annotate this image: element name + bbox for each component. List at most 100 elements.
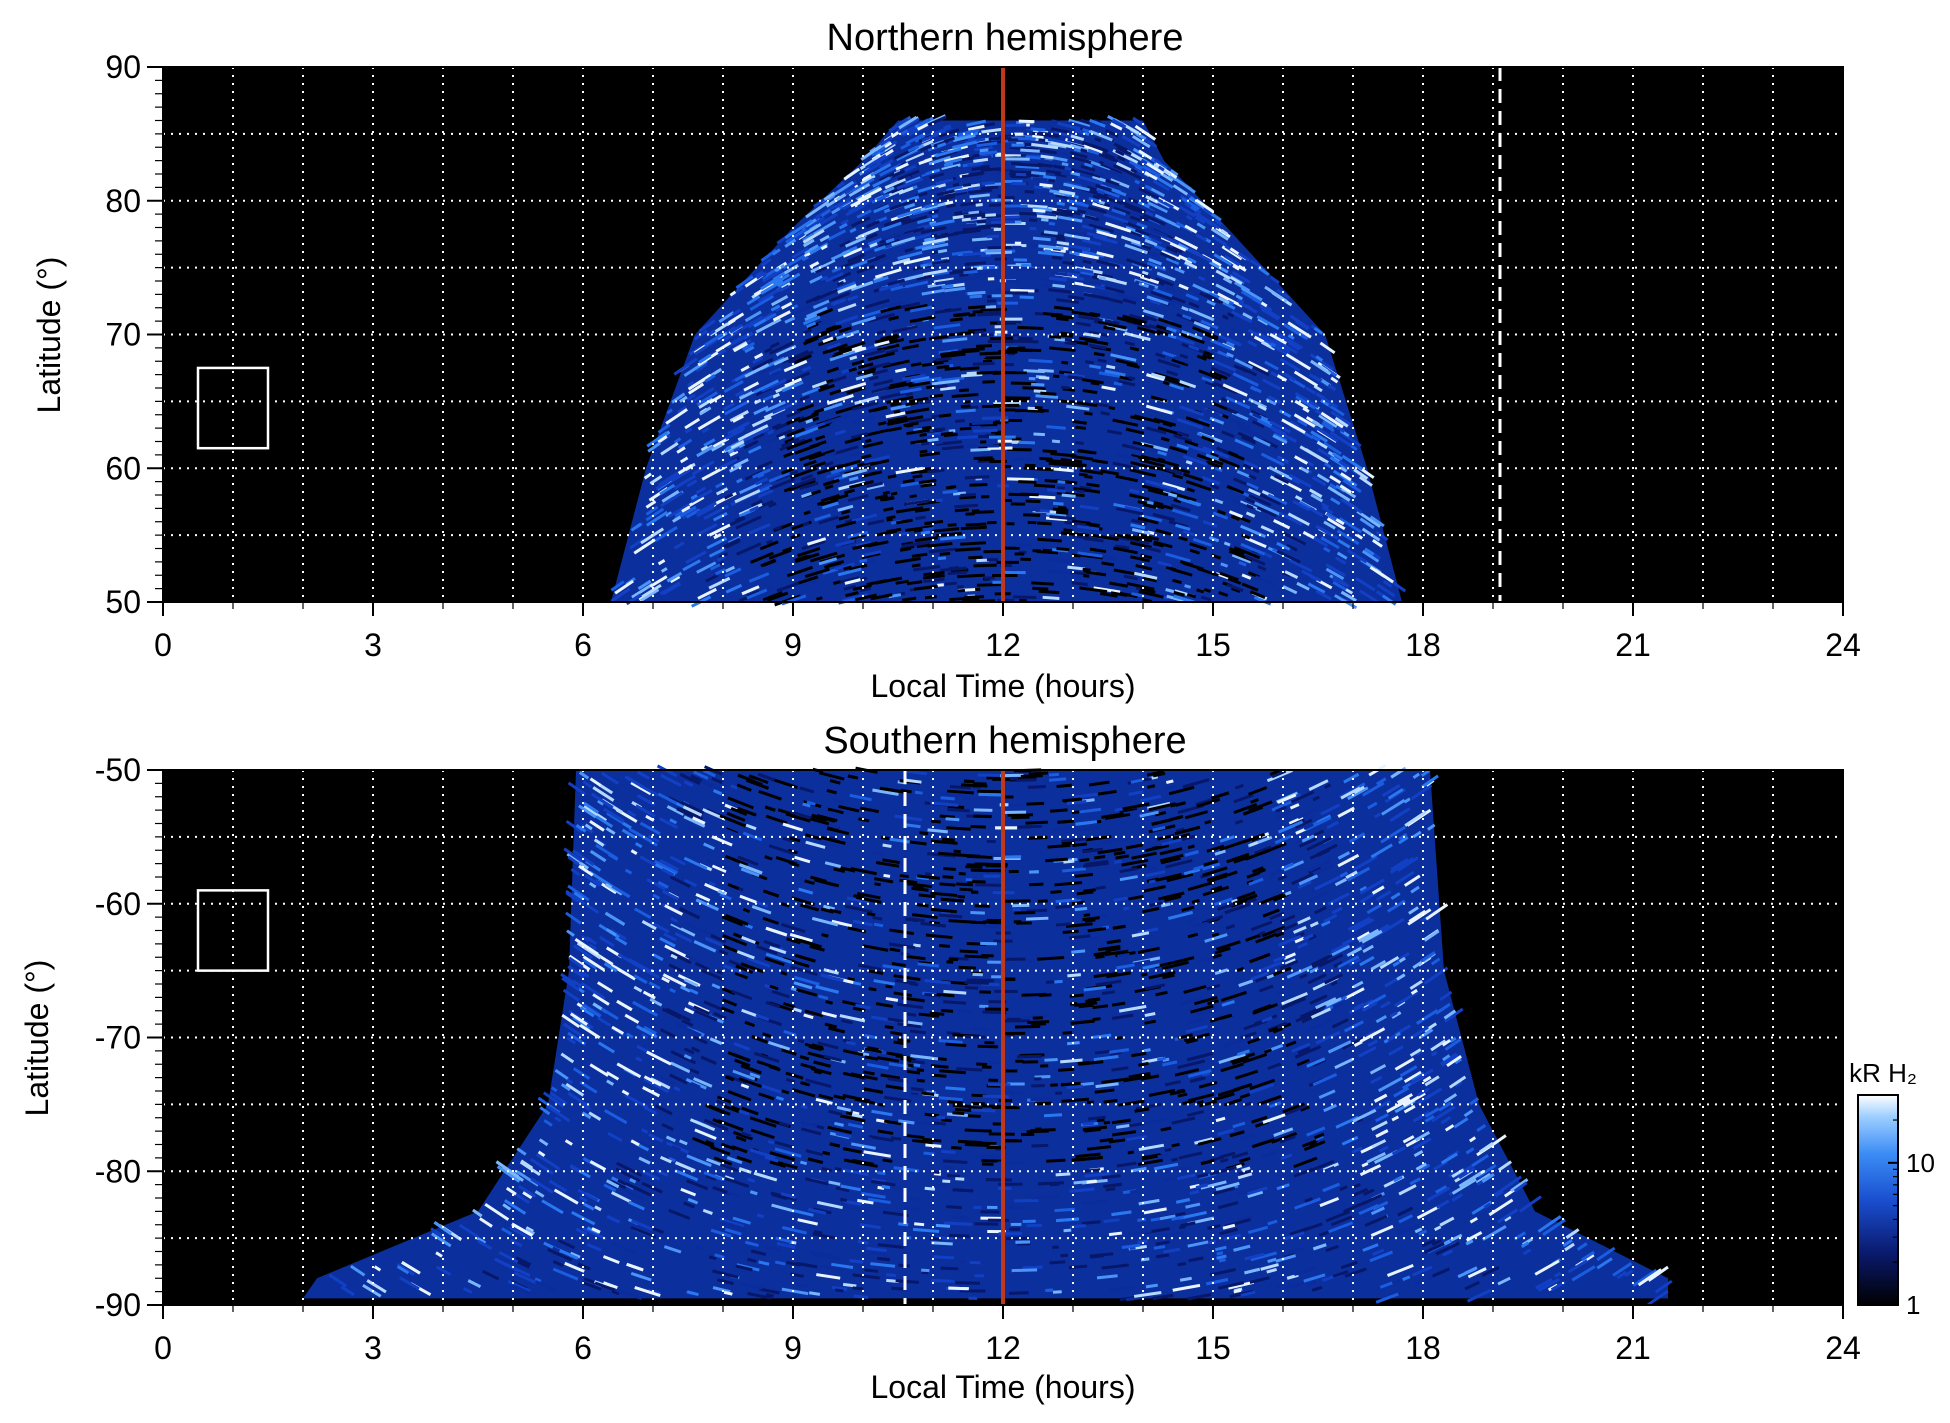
north-emission-streak bbox=[914, 135, 926, 143]
north-emission-streak bbox=[1195, 233, 1208, 242]
north-emission-streak bbox=[1210, 234, 1228, 247]
north-emission-streak bbox=[1253, 595, 1272, 606]
south-emission-streak bbox=[1148, 1088, 1176, 1097]
north-emission-streak bbox=[1143, 315, 1158, 322]
north-emission-streak bbox=[1237, 431, 1256, 442]
north-emission-streak bbox=[731, 426, 746, 436]
north-emission-streak bbox=[1111, 118, 1127, 129]
south-title: Southern hemisphere bbox=[823, 720, 1186, 762]
north-emission-streak bbox=[1059, 197, 1068, 202]
north-emission-streak bbox=[1289, 420, 1299, 428]
north-emission-streak bbox=[925, 519, 944, 525]
south-emission-streak bbox=[741, 935, 756, 944]
north-emission-streak bbox=[629, 537, 645, 550]
north-emission-streak bbox=[677, 438, 693, 450]
north-emission-streak bbox=[1254, 575, 1276, 587]
north-emission-streak bbox=[898, 186, 914, 195]
south-emission-streak bbox=[977, 1044, 999, 1049]
south-emission-streak bbox=[970, 825, 986, 829]
north-emission-streak bbox=[679, 395, 688, 403]
south-emission-streak bbox=[846, 896, 869, 904]
south-emission-streak bbox=[1016, 1054, 1042, 1059]
north-emission-streak bbox=[1044, 478, 1058, 483]
south-emission-streak bbox=[668, 1208, 691, 1220]
south-emission-streak bbox=[979, 1155, 1004, 1159]
south-emission-streak bbox=[634, 907, 652, 920]
south-emission-streak bbox=[957, 895, 966, 899]
north-emission-streak bbox=[1198, 275, 1206, 282]
north-emission-streak bbox=[760, 275, 782, 291]
north-emission-streak bbox=[916, 217, 932, 225]
north-emission-streak bbox=[657, 435, 668, 444]
north-emission-streak bbox=[877, 421, 887, 426]
north-emission-streak bbox=[824, 291, 851, 304]
north-emission-streak bbox=[1324, 462, 1332, 469]
north-emission-streak bbox=[1008, 492, 1030, 497]
north-emission-streak bbox=[827, 229, 847, 241]
north-emission-streak bbox=[1137, 533, 1159, 541]
north-emission-streak bbox=[1217, 292, 1243, 308]
north-emission-streak bbox=[667, 503, 690, 519]
north-emission-streak bbox=[1222, 301, 1236, 310]
north-emission-streak bbox=[1196, 354, 1208, 361]
south-emission-streak bbox=[1145, 844, 1170, 853]
north-emission-streak bbox=[718, 311, 735, 324]
north-emission-streak bbox=[1037, 537, 1062, 543]
north-emission-streak bbox=[909, 337, 927, 344]
north-emission-streak bbox=[1101, 385, 1116, 391]
north-emission-streak bbox=[1155, 277, 1174, 287]
north-emission-streak bbox=[1079, 468, 1104, 475]
south-emission-streak bbox=[1292, 925, 1307, 934]
north-emission-streak bbox=[1294, 495, 1303, 501]
north-emission-streak bbox=[853, 541, 878, 550]
north-emission-streak bbox=[906, 580, 923, 586]
south-emission-streak bbox=[518, 1184, 537, 1198]
south-emission-streak bbox=[1062, 867, 1086, 873]
north-emission-streak bbox=[1146, 500, 1154, 506]
north-emission-streak bbox=[1240, 286, 1263, 302]
south-emission-streak bbox=[1352, 918, 1375, 933]
north-emission-streak bbox=[916, 543, 930, 549]
north-emission-streak bbox=[783, 359, 808, 373]
north-emission-streak bbox=[673, 357, 698, 376]
north-emission-streak bbox=[927, 541, 953, 548]
north-emission-streak bbox=[1110, 178, 1130, 189]
north-emission-streak bbox=[1257, 564, 1267, 571]
north-emission-streak bbox=[1313, 326, 1324, 335]
north-emission-streak bbox=[817, 318, 831, 326]
north-emission-streak bbox=[1077, 174, 1103, 185]
north-emission-streak bbox=[737, 429, 757, 442]
north-emission-streak bbox=[1225, 340, 1235, 348]
north-emission-streak bbox=[1028, 200, 1041, 205]
north-emission-streak bbox=[1052, 283, 1066, 289]
north-emission-streak bbox=[1130, 168, 1138, 174]
north-emission-streak bbox=[1103, 152, 1116, 160]
north-emission-streak bbox=[696, 561, 717, 574]
north-emission-streak bbox=[940, 352, 966, 359]
north-emission-streak bbox=[874, 268, 902, 279]
north-emission-streak bbox=[764, 400, 786, 413]
north-emission-streak bbox=[1064, 520, 1087, 527]
north-emission-streak bbox=[1015, 162, 1043, 168]
north-emission-streak bbox=[836, 181, 845, 189]
north-emission-streak bbox=[1092, 175, 1107, 183]
south-emission-streak bbox=[1162, 1060, 1178, 1067]
north-emission-streak bbox=[746, 295, 761, 306]
north-emission-streak bbox=[757, 489, 774, 499]
north-emission-streak bbox=[967, 124, 985, 132]
north-emission-streak bbox=[803, 244, 819, 255]
south-emission-streak bbox=[1009, 1227, 1021, 1231]
south-emission-streak bbox=[1247, 1190, 1264, 1199]
north-emission-streak bbox=[1038, 376, 1050, 380]
north-emission-streak bbox=[913, 318, 922, 323]
north-emission-streak bbox=[1052, 507, 1069, 512]
north-emission-streak bbox=[1053, 374, 1060, 379]
north-emission-streak bbox=[1310, 430, 1328, 443]
north-emission-streak bbox=[1252, 420, 1265, 429]
north-emission-streak bbox=[1117, 155, 1126, 162]
north-emission-streak bbox=[1228, 549, 1253, 562]
north-emission-streak bbox=[1137, 500, 1165, 510]
north-emission-streak bbox=[1289, 314, 1310, 330]
south-emission-streak bbox=[586, 1242, 602, 1252]
north-emission-streak bbox=[1078, 449, 1097, 455]
